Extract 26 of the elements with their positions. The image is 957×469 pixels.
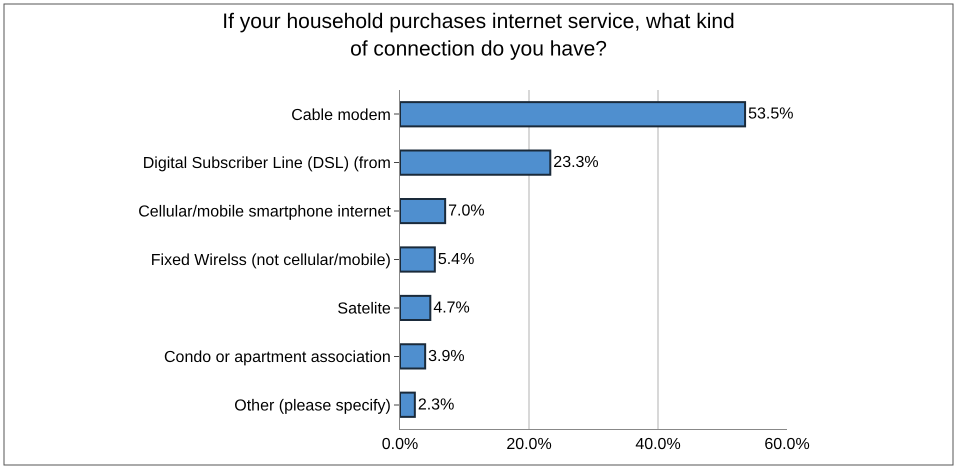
data-label: 3.9% [428, 348, 465, 365]
bar [400, 294, 432, 322]
y-tick-label: Condo or apartment association [164, 348, 391, 366]
bar [400, 343, 426, 370]
bar [400, 246, 436, 273]
data-label: 23.3% [553, 154, 599, 172]
bar [400, 150, 552, 176]
y-tick-label: Cellular/mobile smartphone internet [138, 204, 392, 221]
y-tick-label: Other (please specify) [234, 397, 391, 414]
data-label: 7.0% [448, 202, 485, 220]
bar [400, 198, 446, 224]
bar [400, 101, 746, 128]
y-tick-label: Satelite [337, 300, 391, 318]
x-tick-label: 40.0% [635, 436, 681, 454]
y-tick-label: Digital Subscriber Line (DSL) (from [142, 155, 391, 172]
data-label: 4.7% [433, 299, 470, 316]
bar [400, 392, 416, 418]
x-tick-label: 20.0% [506, 436, 552, 454]
data-label: 53.5% [748, 106, 794, 123]
chart-title: If your household purchases internet service, what kind of connection do you have? [222, 10, 735, 60]
x-tick-label: 0.0% [382, 436, 418, 454]
data-label: 5.4% [438, 251, 474, 268]
y-tick-label: Cable modem [291, 106, 391, 124]
y-tick-label: Fixed Wirelss (not cellular/mobile) [150, 252, 391, 270]
x-tick-label: 60.0% [764, 436, 810, 454]
data-label: 2.3% [418, 396, 454, 414]
